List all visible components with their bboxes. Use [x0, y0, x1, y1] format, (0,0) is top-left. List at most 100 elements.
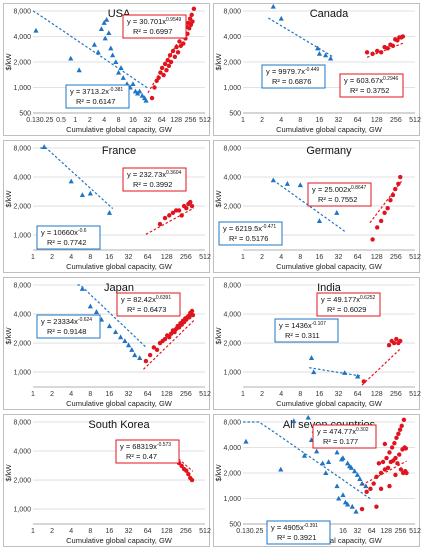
- data-point-triangle: [108, 45, 114, 51]
- trend-r-squared: R² = 0.6997: [133, 27, 172, 36]
- x-tick-label: 4: [69, 391, 73, 398]
- y-tick-label: 2,000: [13, 341, 31, 348]
- data-point-circle: [370, 237, 375, 242]
- x-tick-label: 16: [316, 391, 324, 398]
- data-point-triangle: [33, 27, 39, 33]
- y-tick-label: 1,000: [223, 370, 241, 377]
- data-point-triangle: [316, 50, 323, 56]
- data-point-triangle: [79, 192, 86, 198]
- trend-equation-exponent: -0.391: [304, 523, 318, 529]
- x-tick-label: 1: [73, 117, 77, 124]
- x-tick-label: 256: [390, 254, 402, 261]
- data-point-triangle: [291, 418, 297, 424]
- y-tick-label: 1,000: [13, 507, 31, 514]
- y-tick-label: 2,000: [13, 204, 31, 211]
- data-point-circle: [404, 470, 409, 476]
- trend-equation: y = 10660x-0.6: [41, 228, 87, 237]
- trendline: [366, 42, 404, 58]
- trend-r-squared: R² = 0.6876: [272, 77, 311, 86]
- data-point-circle: [151, 345, 157, 350]
- y-tick-label: 4,000: [223, 445, 241, 452]
- data-point-circle: [154, 347, 160, 353]
- chart-panel-2: 1,000 2,000 4,000 8,000 1 2 4 8 16 32 64 128 256 512 C…: [3, 140, 211, 273]
- chart-title: India: [317, 282, 342, 294]
- trend-equation-exponent: -0.381: [109, 87, 123, 93]
- y-tick-label: 2,000: [223, 471, 241, 478]
- x-tick-label: 32: [125, 528, 133, 535]
- data-point-circle: [397, 452, 402, 457]
- x-tick-label: 0.25: [250, 528, 264, 535]
- equation-box-frame: [261, 64, 326, 89]
- y-tick-label: 4,000: [13, 34, 31, 41]
- data-point-circle: [375, 48, 380, 54]
- y-tick-label: 1,000: [13, 233, 31, 240]
- data-point-triangle: [297, 182, 303, 188]
- y-tick-label: 4,000: [223, 34, 241, 41]
- data-point-circle: [189, 308, 195, 314]
- x-tick-label: 1: [31, 391, 35, 398]
- data-point-circle: [175, 50, 181, 55]
- data-point-triangle: [334, 449, 340, 455]
- x-tick-label: 64: [158, 117, 166, 124]
- y-tick-label: 500: [19, 111, 31, 118]
- x-tick-label: 128: [371, 254, 383, 261]
- y-tick-label: 4,000: [13, 449, 31, 456]
- data-point-circle: [176, 208, 182, 213]
- data-point-circle: [382, 441, 388, 447]
- data-point-triangle: [125, 342, 132, 348]
- data-point-circle: [190, 312, 196, 318]
- data-point-circle: [179, 463, 184, 469]
- trendline: [40, 147, 114, 210]
- equation-box-frame: [122, 167, 187, 192]
- trend-equation-exponent: -0.107: [312, 321, 326, 327]
- data-point-circle: [393, 472, 398, 478]
- data-point-triangle: [139, 92, 145, 98]
- y-axis-title: $/kW: [214, 53, 223, 71]
- data-point-triangle: [305, 414, 311, 420]
- data-point-triangle: [143, 97, 149, 103]
- chart-title: France: [102, 145, 136, 157]
- data-point-circle: [186, 471, 191, 477]
- x-tick-label: 32: [335, 117, 343, 124]
- x-tick-label: 512: [409, 391, 421, 398]
- trend-equation: y = 4905x-0.391: [271, 523, 318, 532]
- x-tick-label: 128: [371, 117, 383, 124]
- trend-r-squared: R² = 0.3992: [133, 180, 172, 189]
- x-tick-label: 128: [380, 528, 392, 535]
- data-point-circle: [385, 46, 390, 51]
- data-point-triangle: [115, 69, 122, 75]
- data-point-triangle: [106, 30, 112, 35]
- y-tick-label: 8,000: [13, 146, 31, 153]
- data-point-circle: [162, 336, 168, 342]
- x-tick-label: 128: [371, 391, 383, 398]
- data-point-triangle: [334, 483, 340, 489]
- data-point-circle: [188, 199, 193, 205]
- trend-equation-base: y = 49.177x: [321, 295, 360, 304]
- trend-r-squared: R² = 0.6029: [327, 305, 366, 314]
- trend-equation-exponent: 0.9549: [166, 17, 182, 23]
- data-point-triangle: [334, 210, 340, 215]
- y-tick-label: 2,000: [223, 341, 241, 348]
- data-point-circle: [393, 455, 398, 461]
- y-axis-title: $/kW: [214, 190, 223, 208]
- x-tick-label: 256: [180, 391, 192, 398]
- x-tick-label: 128: [170, 117, 182, 124]
- x-tick-label: 8: [298, 117, 302, 124]
- trendline: [272, 179, 346, 232]
- data-point-circle: [398, 174, 403, 180]
- x-tick-label: 64: [354, 117, 362, 124]
- data-point-triangle: [76, 67, 82, 73]
- equation-box-frame: [65, 84, 130, 109]
- x-tick-label: 8: [88, 254, 92, 261]
- data-point-circle: [388, 197, 393, 203]
- y-tick-label: 500: [229, 111, 241, 118]
- x-tick-label: 2: [260, 254, 264, 261]
- y-tick-label: 2,000: [223, 60, 241, 67]
- equation-box-frame: [218, 221, 283, 246]
- x-tick-label: 2: [50, 391, 54, 398]
- panel-frame: [3, 414, 210, 547]
- data-point-circle: [172, 54, 178, 60]
- data-point-circle: [361, 379, 367, 384]
- chart-panel-1: 500 1,000 2,000 4,000 8,000 1 2 4 8 16 32 64 128 256 5…: [213, 3, 421, 136]
